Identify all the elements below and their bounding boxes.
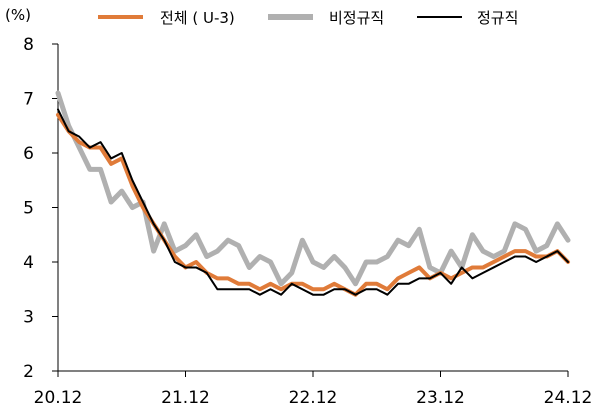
x-tick-label: 20.12 [34, 388, 83, 408]
series-line-0 [56, 112, 570, 297]
y-tick-label: 6 [23, 144, 34, 164]
y-tick-label: 3 [23, 308, 34, 328]
x-tick-label: 21.12 [161, 388, 210, 408]
chart-axes: 2 3 4 5 6 7 8 20.12 21.12 22.12 23.12 24.12 [23, 35, 592, 408]
y-tick-label: 8 [23, 35, 34, 55]
legend-label-nonregular: 비정규직 [329, 9, 384, 27]
y-axis-unit-label: (%) [5, 6, 31, 24]
y-tick-label: 4 [23, 253, 34, 273]
x-tick-label: 22.12 [289, 388, 338, 408]
x-tick-label: 23.12 [416, 388, 465, 408]
y-tick-label: 2 [23, 362, 34, 382]
legend-label-regular: 정규직 [477, 9, 518, 27]
y-tick-label: 7 [23, 90, 34, 110]
chart-series [55, 90, 571, 297]
chart-legend: 전체 ( U-3) 비정규직 정규직 [98, 9, 518, 27]
y-tick-label: 5 [23, 199, 34, 219]
x-tick-label: 24.12 [544, 388, 592, 408]
legend-label-total: 전체 ( U-3) [160, 9, 235, 27]
series-line-2 [57, 108, 569, 296]
